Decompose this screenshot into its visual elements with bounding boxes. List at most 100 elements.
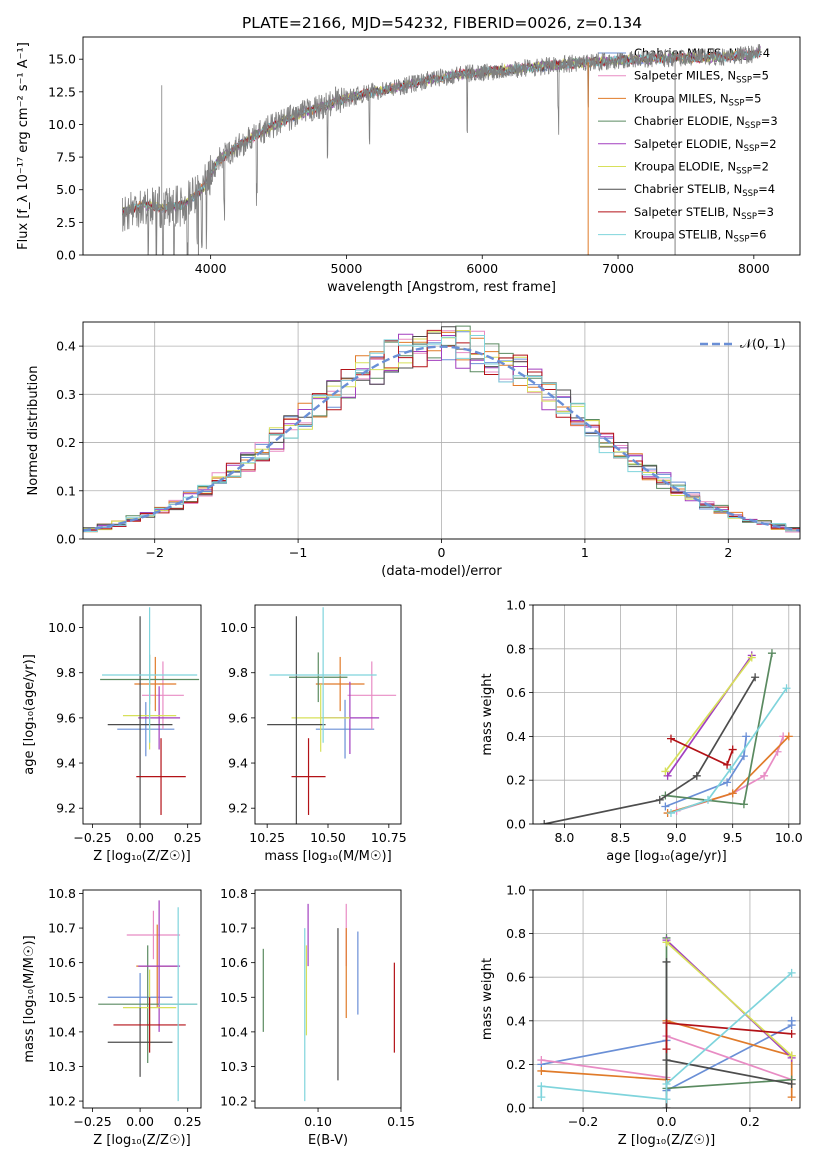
age-vs-Z-xtick-label: 0.25 xyxy=(174,830,202,845)
age-vs-Z-ytick-label: 9.6 xyxy=(56,710,76,725)
spectrum-ytick-label: 7.5 xyxy=(56,150,76,165)
age-vs-mass-ytick-label: 9.8 xyxy=(228,665,248,680)
weight-vs-Z-plot-area xyxy=(537,933,796,1108)
residuals-frame xyxy=(82,321,801,540)
age-vs-mass-ytick-label: 9.4 xyxy=(228,756,248,771)
age-vs-mass-xlabel: mass [log₁₀(M/M☉)] xyxy=(264,849,391,864)
age-vs-mass-xtick-label: 10.25 xyxy=(249,830,285,845)
age-vs-Z-xtick-label: −0.25 xyxy=(73,830,111,845)
mass-weight-marker xyxy=(661,767,670,776)
mass-weight-marker xyxy=(666,809,675,818)
weight-vs-age-ylabel: mass weight xyxy=(480,673,495,755)
mass-vs-Z-xtick-label: 0.25 xyxy=(174,1114,202,1129)
mass-vs-EBV-ytick-label: 10.3 xyxy=(220,1059,248,1074)
legend-entry-label: Salpeter MILES, NSSP=5 xyxy=(634,69,769,86)
residuals-xtick-label: 0 xyxy=(438,545,446,560)
mass-weight-marker xyxy=(537,1066,546,1075)
weight-vs-Z-ylabel: mass weight xyxy=(480,958,495,1040)
mass-weight-marker xyxy=(739,800,748,809)
mass-weight-marker xyxy=(662,1056,671,1065)
residuals-xlabel: (data-model)/error xyxy=(381,564,502,579)
mass-weight-marker xyxy=(666,734,675,743)
age-vs-mass-ytick-label: 10.0 xyxy=(220,620,248,635)
spectrum-xlabel: wavelength [Angstrom, rest frame] xyxy=(327,280,556,295)
legend-entry-label: Kroupa ELODIE, NSSP=2 xyxy=(634,160,769,177)
mass-weight-marker xyxy=(787,1080,796,1089)
spectrum-xtick-label: 7000 xyxy=(602,261,634,276)
age-vs-Z-plot-area xyxy=(100,607,200,824)
age-vs-Z-ytick-label: 9.8 xyxy=(56,665,76,680)
spectrum-axes: 4000 5000 6000 7000 8000 0.0 2.5 5.0 7.5 10.0 12.5… xyxy=(16,42,770,295)
residuals-xtick-label: 2 xyxy=(724,545,732,560)
mass-weight-marker xyxy=(784,732,793,741)
weight-vs-age-ytick-label: 0.2 xyxy=(506,773,526,788)
residuals-ytick-label: 0.1 xyxy=(56,483,76,498)
weight-vs-age-xtick-label: 9.5 xyxy=(723,830,743,845)
weight-vs-Z-ytick-label: 1.0 xyxy=(506,883,526,898)
weight-vs-Z-ytick-label: 0.4 xyxy=(506,1013,526,1028)
age-vs-mass-xtick-label: 10.50 xyxy=(310,830,346,845)
mass-vs-Z-ytick-label: 10.5 xyxy=(48,990,76,1005)
mass-weight-marker xyxy=(662,1080,671,1089)
mass-vs-Z-ytick-label: 10.8 xyxy=(48,886,76,901)
mass-weight-marker xyxy=(537,1056,546,1065)
age-vs-Z-frame xyxy=(82,604,202,825)
weight-vs-age-ytick-label: 0.8 xyxy=(506,641,526,656)
residual-histogram-step xyxy=(83,335,800,532)
spectrum-plot-area xyxy=(121,44,761,255)
mass-vs-EBV-ytick-label: 10.8 xyxy=(220,886,248,901)
spectrum-frame xyxy=(82,36,801,256)
age-vs-Z-xlabel: Z [log₁₀(Z/Z☉)] xyxy=(93,849,190,864)
weight-vs-Z-ytick-label: 0.8 xyxy=(506,926,526,941)
weight-vs-age-frame xyxy=(532,604,801,825)
mass-vs-Z-xtick-label: 0.00 xyxy=(126,1114,154,1129)
legend-entry-label: Kroupa STELIB, NSSP=6 xyxy=(634,228,766,245)
residuals-xtick-label: −2 xyxy=(145,545,163,560)
spectrum-xtick-label: 5000 xyxy=(331,261,363,276)
residuals-xtick-label: 1 xyxy=(581,545,589,560)
mass-weight-marker xyxy=(742,732,751,741)
weight-vs-Z-ytick-label: 0.0 xyxy=(506,1101,526,1116)
mass-weight-marker xyxy=(787,1029,796,1038)
normal-legend-label: 𝒩(0, 1) xyxy=(740,336,786,351)
weight-vs-age-ytick-label: 0.6 xyxy=(506,685,526,700)
weight-vs-age-xtick-label: 8.0 xyxy=(554,830,574,845)
mass-vs-EBV-ytick-label: 10.4 xyxy=(220,1024,248,1039)
mass-vs-EBV-frame xyxy=(254,889,402,1109)
weight-vs-age-ytick-label: 1.0 xyxy=(506,598,526,613)
mass-weight-marker xyxy=(728,789,737,798)
spectrum-ytick-label: 10.0 xyxy=(48,117,76,132)
mass-vs-EBV-ytick-label: 10.7 xyxy=(220,921,248,936)
spectrum-ytick-label: 15.0 xyxy=(48,52,76,67)
mass-vs-Z-ytick-label: 10.2 xyxy=(48,1094,76,1109)
spectrum-ylabel: Flux [f_λ 10⁻¹⁷ erg cm⁻² s⁻¹ A⁻¹] xyxy=(16,42,31,250)
mass-vs-Z-plot-area xyxy=(98,900,198,1102)
age-vs-mass-axes: 10.25 10.50 10.75 9.2 9.4 9.6 9.8 10.0 mass [log… xyxy=(220,620,407,864)
legend-entry-label: Chabrier ELODIE, NSSP=3 xyxy=(634,114,778,131)
age-vs-Z-ylabel: age [log₁₀(age/yr)] xyxy=(22,654,37,775)
mass-weight-marker xyxy=(760,771,769,780)
mass-vs-Z-axes: −0.25 0.00 0.25 10.2 10.3 10.4 10.5 10.6 10.7 10.… xyxy=(22,886,202,1148)
mass-vs-Z-ytick-label: 10.4 xyxy=(48,1024,76,1039)
legend-entry-label: Salpeter STELIB, NSSP=3 xyxy=(634,205,774,222)
mass-vs-Z-ytick-label: 10.7 xyxy=(48,921,76,936)
mass-weight-marker xyxy=(704,795,713,804)
legend-entry-label: Kroupa MILES, NSSP=5 xyxy=(634,91,761,108)
age-vs-Z-xtick-label: 0.00 xyxy=(126,830,154,845)
mass-weight-marker xyxy=(739,752,748,761)
weight-vs-Z-xtick-label: −0.2 xyxy=(568,1114,598,1129)
mass-weight-marker xyxy=(537,1093,546,1102)
mass-weight-marker xyxy=(655,795,664,804)
weight-vs-age-xtick-label: 8.5 xyxy=(611,830,631,845)
mass-vs-Z-frame xyxy=(82,889,202,1109)
mass-vs-Z-ylabel: mass [log₁₀(M/M☉)] xyxy=(22,935,37,1062)
weight-vs-Z-frame xyxy=(532,889,801,1109)
residuals-ylabel: Normed distribution xyxy=(26,366,41,496)
mass-weight-marker xyxy=(726,765,735,774)
spectrum-xtick-label: 6000 xyxy=(466,261,498,276)
mass-vs-EBV-xtick-label: 0.15 xyxy=(387,1114,415,1129)
residuals-ytick-label: 0.2 xyxy=(56,435,76,450)
weight-vs-Z-ytick-label: 0.2 xyxy=(506,1057,526,1072)
mass-weight-marker xyxy=(782,684,791,693)
